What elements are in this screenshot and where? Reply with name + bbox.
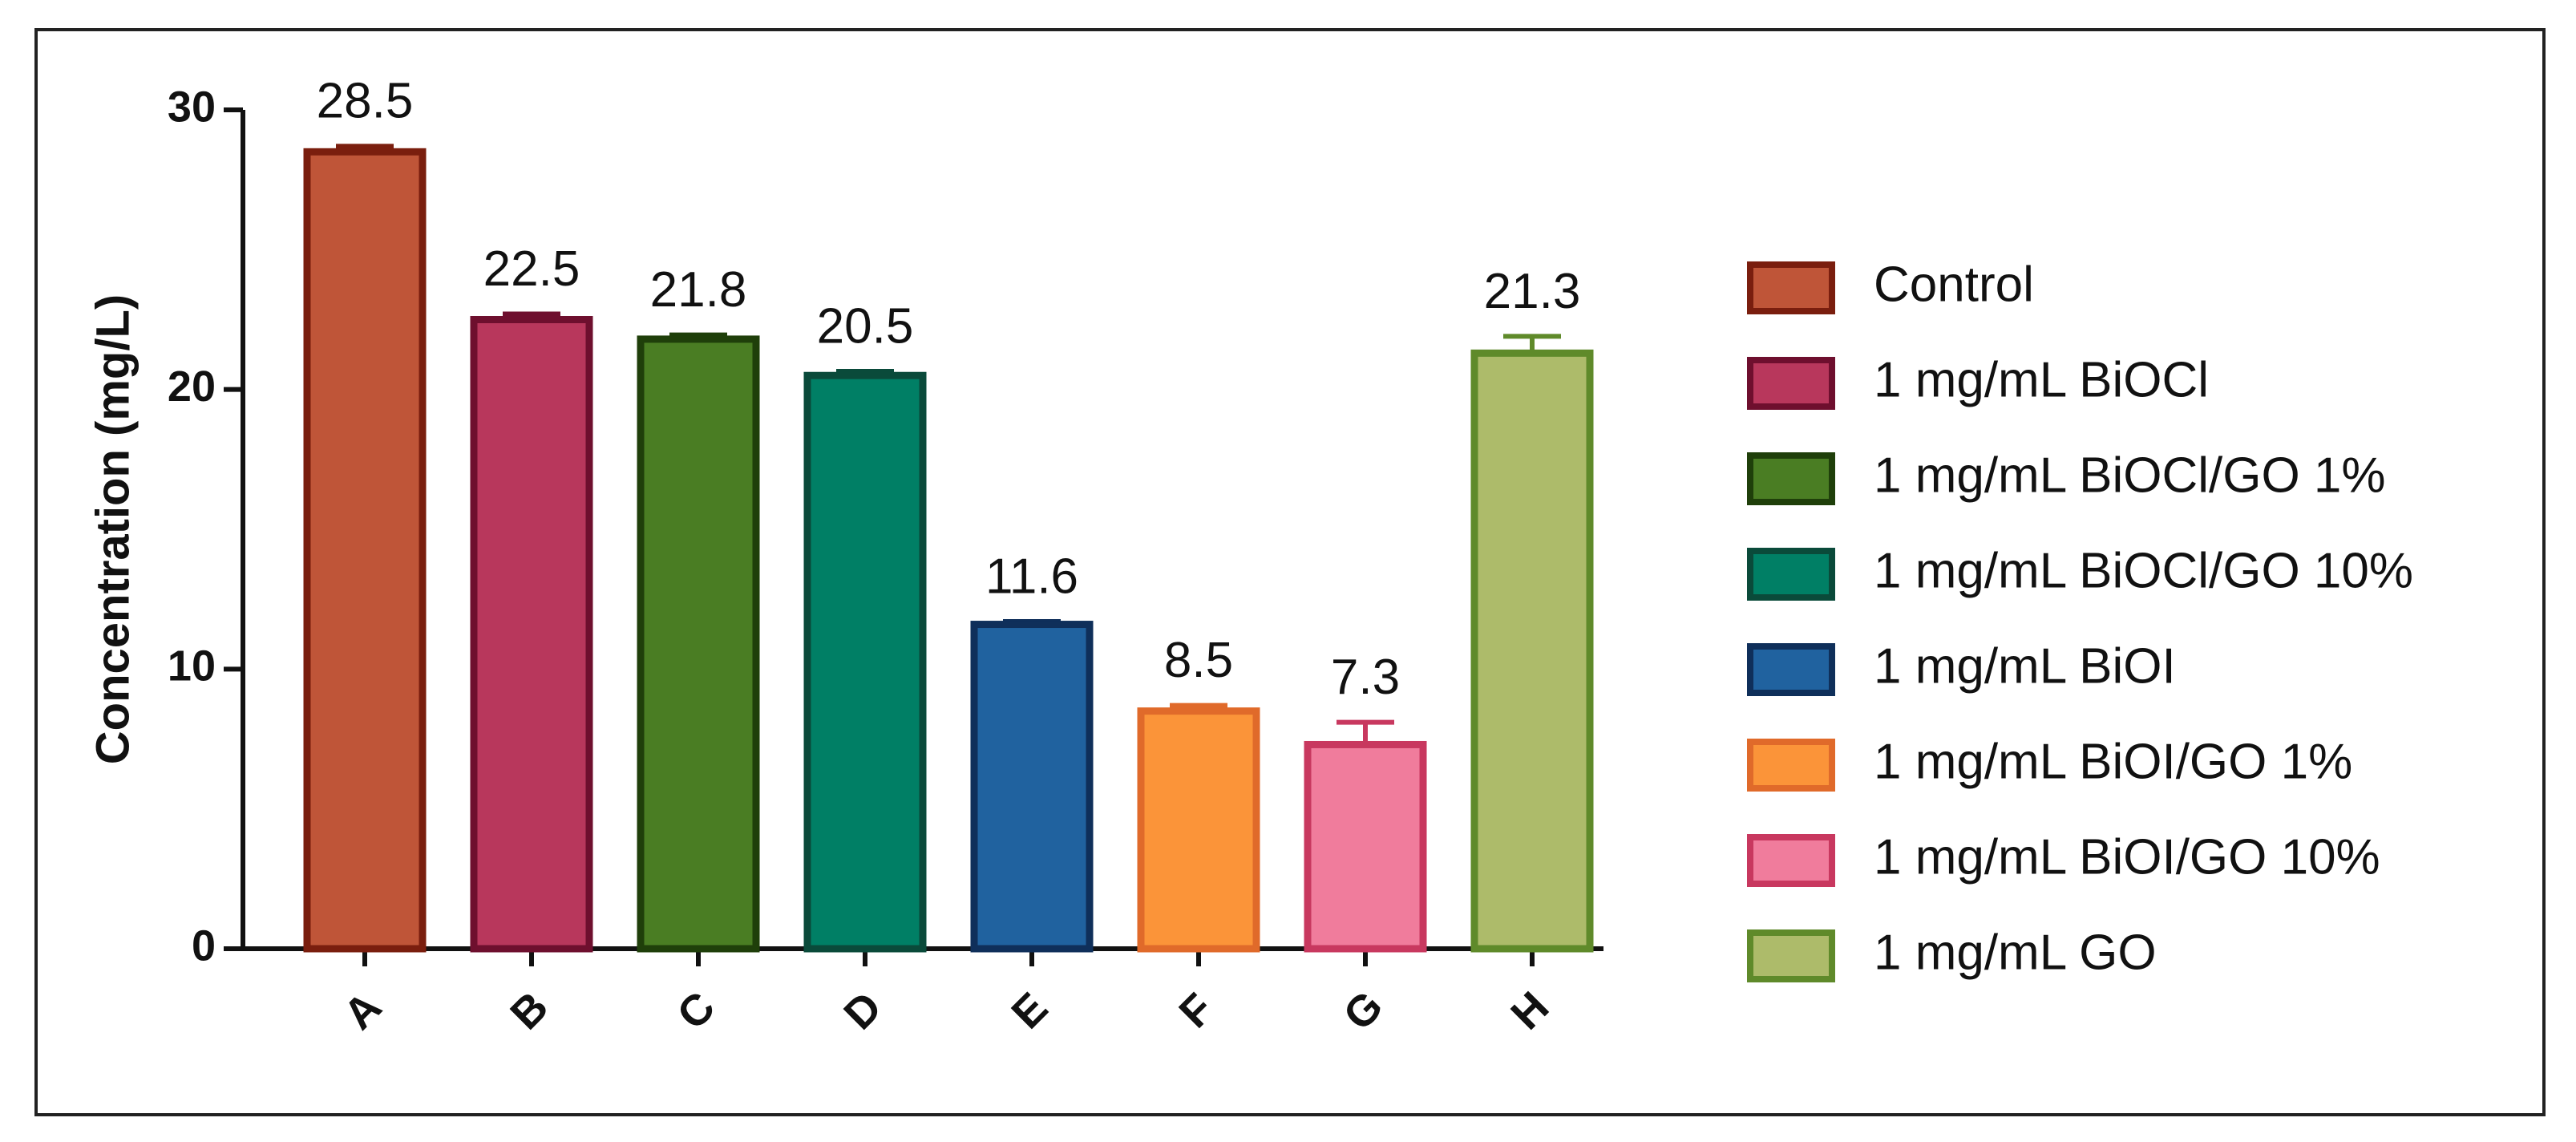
data-label: 7.3: [1331, 650, 1400, 705]
x-tick-label: E: [1002, 983, 1057, 1038]
frame: [34, 28, 2546, 1116]
data-label: 21.3: [1484, 264, 1581, 319]
data-label: 8.5: [1164, 633, 1233, 688]
data-label: 20.5: [817, 298, 914, 354]
legend-swatch: [1747, 739, 1835, 792]
x-tick-label: B: [501, 982, 557, 1039]
data-label: 22.5: [483, 241, 580, 297]
legend-label: 1 mg/mL BiOCl/GO 1%: [1874, 447, 2386, 503]
legend-label: 1 mg/mL BiOI/GO 10%: [1874, 829, 2380, 885]
legend-label: 1 mg/mL BiOI: [1874, 638, 2176, 694]
x-tick-label: H: [1502, 982, 1558, 1039]
bar: [1470, 349, 1594, 953]
bar: [1137, 707, 1260, 953]
x-tick-label: C: [668, 982, 724, 1039]
legend-swatch: [1747, 261, 1835, 314]
legend-swatch: [1747, 548, 1835, 601]
y-tick-label: 30: [168, 83, 216, 131]
bar: [637, 335, 760, 953]
legend-label: 1 mg/mL BiOCl/GO 10%: [1874, 543, 2413, 598]
legend-label: 1 mg/mL BiOI/GO 1%: [1874, 734, 2352, 789]
legend-label: 1 mg/mL BiOCl: [1874, 352, 2209, 407]
legend-label: Control: [1874, 257, 2034, 312]
data-label: 21.8: [650, 262, 747, 318]
y-tick-label: 10: [168, 642, 216, 690]
legend-label: 1 mg/mL GO: [1874, 925, 2157, 980]
y-tick-label: 20: [168, 362, 216, 411]
legend-swatch: [1747, 929, 1835, 982]
bar: [803, 371, 927, 953]
data-label: 11.6: [985, 549, 1078, 604]
y-axis-label: Concentration (mg/L): [87, 294, 139, 764]
x-tick-label: F: [1170, 984, 1223, 1037]
data-label: 28.5: [317, 74, 414, 129]
x-tick-label: A: [334, 982, 390, 1039]
x-tick-label: D: [835, 982, 891, 1039]
legend-swatch: [1747, 643, 1835, 696]
bar: [303, 148, 427, 953]
bar: [970, 621, 1094, 953]
legend-swatch: [1747, 357, 1835, 410]
legend-swatch: [1747, 834, 1835, 887]
y-tick-label: 0: [192, 921, 216, 970]
legend-swatch: [1747, 452, 1835, 505]
bar: [470, 316, 593, 953]
x-tick-label: G: [1334, 982, 1392, 1039]
bar: [1304, 740, 1427, 953]
